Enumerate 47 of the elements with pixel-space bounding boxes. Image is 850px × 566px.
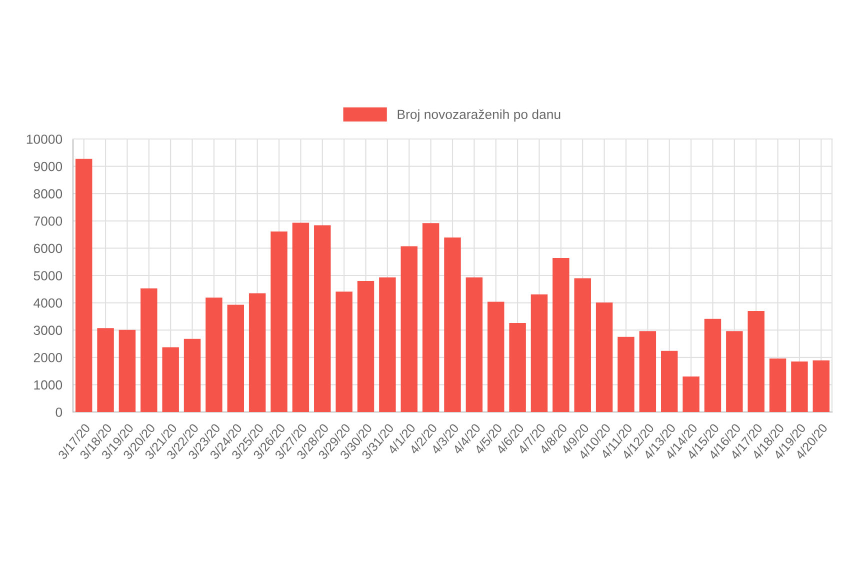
bar [206,298,222,412]
bar [574,278,591,412]
bar [75,158,92,412]
y-tick-label: 5000 [34,271,62,280]
bar [791,361,808,412]
bar [336,292,352,412]
bar [248,293,266,412]
bar [357,280,374,412]
y-tick-label: 7000 [34,216,62,226]
bar [140,288,158,412]
bar [379,277,396,412]
bar [812,360,830,412]
y-tick-label: 3000 [34,326,62,336]
bar [97,328,114,412]
bar [726,331,743,412]
y-tick-label: 8000 [34,189,62,199]
bar [227,304,244,412]
y-tick-label: 2000 [34,352,62,362]
y-tick-label: 0 [56,408,62,417]
legend-label: Broj novozaraženih po danu [398,109,560,122]
bar [400,246,418,412]
y-tick-label: 4000 [34,298,62,308]
bar [162,347,179,412]
bar [748,310,764,412]
bar [118,330,136,412]
y-tick-label: 10000 [26,134,62,144]
bar [270,232,288,412]
bar [682,376,700,412]
bar [618,336,634,412]
bar [466,277,483,412]
bar [530,294,548,412]
bar [509,322,526,412]
bar [184,338,201,412]
bar [704,318,722,412]
y-tick-label: 9000 [34,162,62,172]
bar [769,358,786,412]
bar [444,238,461,412]
y-tick-label: 6000 [34,244,62,254]
bar [552,258,570,412]
bar [292,222,310,412]
bar [660,350,678,412]
bar [639,331,656,412]
bar [488,302,504,412]
bar [596,302,613,412]
bar [422,223,440,412]
y-tick-label: 1000 [34,380,62,390]
bar [314,225,331,412]
